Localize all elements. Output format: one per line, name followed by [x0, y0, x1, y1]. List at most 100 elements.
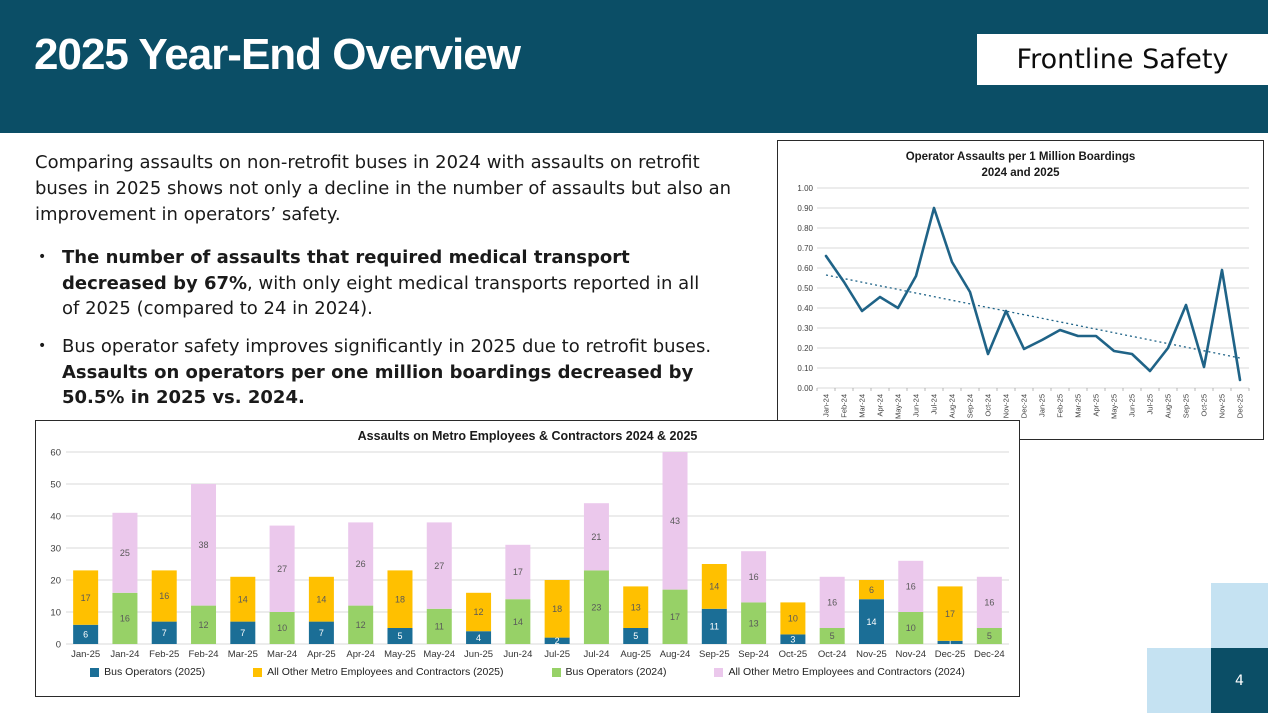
- svg-text:0.50: 0.50: [797, 284, 813, 293]
- svg-text:Dec-24: Dec-24: [974, 649, 1005, 660]
- svg-text:3: 3: [790, 634, 795, 644]
- svg-text:12: 12: [474, 607, 484, 617]
- svg-text:17: 17: [513, 567, 523, 577]
- legend-swatch: [714, 667, 724, 677]
- svg-text:16: 16: [906, 582, 916, 592]
- page-number: 4: [1235, 672, 1244, 689]
- svg-text:50: 50: [50, 479, 61, 490]
- svg-text:Aug-24: Aug-24: [660, 649, 691, 660]
- svg-text:23: 23: [591, 602, 601, 612]
- svg-text:14: 14: [316, 594, 326, 604]
- svg-text:30: 30: [50, 543, 61, 554]
- svg-text:Oct-24: Oct-24: [818, 649, 847, 660]
- svg-text:Dec-25: Dec-25: [1235, 394, 1244, 418]
- svg-text:Aug-24: Aug-24: [947, 394, 956, 418]
- svg-text:10: 10: [50, 607, 61, 618]
- svg-text:Jul-24: Jul-24: [929, 394, 938, 414]
- bar-chart-title: Assaults on Metro Employees & Contractor…: [357, 429, 698, 443]
- svg-text:14: 14: [513, 617, 523, 627]
- svg-text:May-25: May-25: [1109, 394, 1118, 419]
- svg-text:0.20: 0.20: [797, 344, 813, 353]
- line-chart-operator-assaults: Operator Assaults per 1 Million Boarding…: [777, 140, 1264, 440]
- svg-text:Mar-24: Mar-24: [267, 649, 297, 660]
- svg-text:26: 26: [356, 559, 366, 569]
- svg-text:27: 27: [277, 564, 287, 574]
- svg-text:25: 25: [120, 548, 130, 558]
- svg-text:6: 6: [869, 585, 874, 595]
- legend-swatch: [551, 667, 561, 677]
- svg-text:Apr-24: Apr-24: [346, 649, 375, 660]
- svg-text:Dec-25: Dec-25: [935, 649, 966, 660]
- svg-text:7: 7: [162, 628, 167, 638]
- svg-text:16: 16: [159, 591, 169, 601]
- svg-text:16: 16: [984, 598, 994, 608]
- svg-text:Nov-24: Nov-24: [895, 649, 926, 660]
- svg-text:Nov-25: Nov-25: [856, 649, 887, 660]
- svg-text:Dec-24: Dec-24: [1019, 394, 1028, 418]
- decor-square-light-top: [1211, 583, 1268, 648]
- svg-text:Jul-24: Jul-24: [584, 649, 610, 660]
- svg-text:10: 10: [788, 614, 798, 624]
- svg-text:60: 60: [50, 447, 61, 458]
- legend-item: All Other Metro Employees and Contractor…: [714, 666, 965, 678]
- svg-text:Jan-24: Jan-24: [110, 649, 139, 660]
- legend-label: Bus Operators (2025): [104, 666, 206, 678]
- svg-text:43: 43: [670, 516, 680, 526]
- bullet-text: Bus operator safety improves significant…: [62, 336, 712, 409]
- svg-text:5: 5: [830, 631, 835, 641]
- bullet-operator-safety: • Bus operator safety improves significa…: [38, 334, 718, 411]
- svg-text:40: 40: [50, 511, 61, 522]
- svg-text:Aug-25: Aug-25: [1163, 394, 1172, 418]
- svg-text:13: 13: [749, 618, 759, 628]
- svg-text:10: 10: [277, 623, 287, 633]
- bar-chart-canvas: 0102030405060617Jan-251625Jan-24716Feb-2…: [50, 447, 1009, 660]
- svg-text:6: 6: [83, 630, 88, 640]
- line-chart-subtitle: 2024 and 2025: [981, 166, 1060, 179]
- svg-text:16: 16: [749, 572, 759, 582]
- page-title: 2025 Year-End Overview: [34, 30, 521, 79]
- svg-text:Sep-25: Sep-25: [1181, 394, 1190, 418]
- svg-text:18: 18: [552, 604, 562, 614]
- svg-text:10: 10: [906, 623, 916, 633]
- svg-text:Jun-24: Jun-24: [911, 394, 920, 417]
- svg-text:Sep-24: Sep-24: [738, 649, 769, 660]
- svg-text:Apr-25: Apr-25: [1091, 394, 1100, 417]
- svg-text:Apr-24: Apr-24: [875, 394, 884, 417]
- svg-text:7: 7: [319, 628, 324, 638]
- svg-text:Jul-25: Jul-25: [544, 649, 570, 660]
- svg-text:1.00: 1.00: [797, 184, 813, 193]
- svg-text:Jun-25: Jun-25: [1127, 394, 1136, 417]
- svg-text:11: 11: [435, 622, 444, 632]
- svg-text:38: 38: [199, 540, 209, 550]
- svg-text:Jan-25: Jan-25: [71, 649, 100, 660]
- svg-text:Mar-25: Mar-25: [1073, 394, 1082, 418]
- svg-text:May-25: May-25: [384, 649, 416, 660]
- svg-text:Nov-24: Nov-24: [1001, 394, 1010, 418]
- svg-text:16: 16: [827, 598, 837, 608]
- svg-text:Feb-25: Feb-25: [149, 649, 179, 660]
- frontline-safety-badge: Frontline Safety: [977, 34, 1268, 85]
- header-band: 2025 Year-End Overview Frontline Safety: [0, 0, 1268, 133]
- svg-text:27: 27: [434, 561, 444, 571]
- legend-swatch: [90, 667, 100, 677]
- bullet-medical-transport: • The number of assaults that required m…: [38, 245, 718, 322]
- svg-text:Oct-24: Oct-24: [983, 394, 992, 417]
- svg-text:0.00: 0.00: [797, 384, 813, 393]
- svg-text:11: 11: [710, 622, 719, 632]
- svg-text:1: 1: [948, 638, 953, 648]
- svg-text:4: 4: [476, 633, 481, 643]
- svg-text:5: 5: [397, 631, 402, 641]
- bullet-marker: •: [38, 338, 47, 354]
- svg-text:Feb-24: Feb-24: [839, 394, 848, 418]
- svg-text:Jun-25: Jun-25: [464, 649, 493, 660]
- legend-label: All Other Metro Employees and Contractor…: [267, 666, 504, 678]
- page-number-square: 4: [1211, 648, 1268, 713]
- svg-text:Aug-25: Aug-25: [620, 649, 651, 660]
- svg-text:Oct-25: Oct-25: [1199, 394, 1208, 417]
- legend-item: Bus Operators (2024): [551, 666, 666, 678]
- bullet-marker: •: [38, 249, 47, 265]
- decor-square-light-left: [1147, 648, 1211, 713]
- line-chart-title: Operator Assaults per 1 Million Boarding…: [778, 150, 1263, 181]
- bar-chart-legend: Bus Operators (2025) All Other Metro Empl…: [36, 666, 1019, 678]
- svg-text:May-24: May-24: [423, 649, 455, 660]
